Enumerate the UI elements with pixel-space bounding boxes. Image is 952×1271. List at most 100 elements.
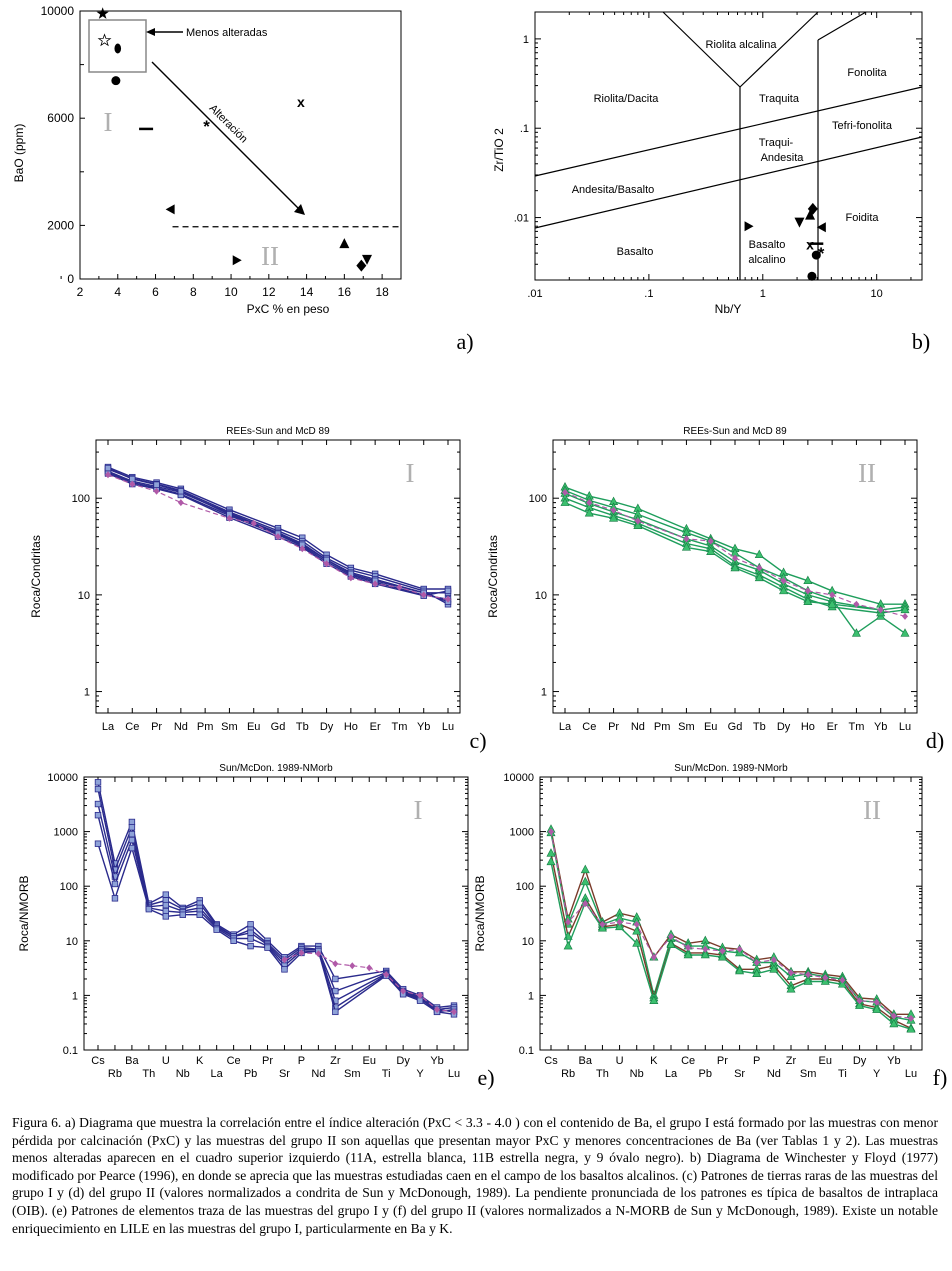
data-point-reference (856, 997, 863, 1005)
data-point-s5 (779, 585, 789, 595)
x-axis-label: PxC % en peso (247, 302, 330, 316)
x-tick-label: Er (370, 721, 381, 733)
field-andesita-basalto: Andesita/Basalto (572, 184, 655, 196)
field-basalto-alcalino-1: Basalto (749, 239, 786, 251)
x-tick-label: Yb (887, 1055, 900, 1067)
x-tick-label: Sm (678, 721, 695, 733)
x-tick-label: Gd (728, 721, 743, 733)
data-point-s3 (632, 926, 642, 935)
boundary-lower (534, 136, 923, 229)
series-line-s2 (564, 489, 906, 635)
x-tick-label: La (559, 721, 572, 733)
data-point-s5 (827, 599, 837, 608)
field-basalto-alcalino-2: alcalino (748, 254, 785, 266)
data-point-reference (565, 918, 572, 926)
series-line-s6 (107, 467, 449, 603)
x-tick-label: Pb (244, 1068, 257, 1080)
field-andesita: Andesita (761, 152, 805, 164)
data-point-tri-up (805, 209, 816, 220)
data-point-reference (129, 480, 136, 488)
x-tick-label: Nd (767, 1068, 781, 1080)
series-line-s3 (107, 470, 448, 594)
alteration-arrowhead (294, 204, 305, 215)
data-point-s4 (162, 907, 170, 915)
field-traqui: Traqui- (759, 137, 794, 149)
plot-frame (534, 11, 923, 281)
data-point-s5 (94, 840, 102, 847)
data-point-reference (226, 514, 233, 522)
group-II-label: II (261, 241, 279, 271)
x-tick-label: U (162, 1055, 170, 1067)
data-point-s4 (546, 856, 556, 866)
y-tick-label: 10000 (47, 772, 78, 784)
field-riolita-dacita: Riolita/Dacita (594, 93, 660, 105)
x-tick-label: Th (142, 1068, 155, 1080)
chart-c: REEs-Sun and McD 89 1 10 100 Roca/Condritas L… (29, 426, 487, 753)
x-tick-label: .1 (644, 288, 653, 300)
boundary-upper (534, 86, 923, 177)
panel-label-a: a) (456, 329, 473, 354)
data-point-s6 (177, 488, 185, 495)
y-tick-label: 1 (528, 990, 534, 1002)
y-tick-label: 0 (67, 272, 74, 286)
plot-frame (539, 776, 923, 1051)
x-tick-label: Nd (311, 1068, 325, 1080)
x-tick-label: Tm (391, 721, 407, 733)
data-point-s4 (717, 952, 727, 961)
data-point-s4 (94, 811, 102, 819)
x-tick-label: Sr (734, 1068, 745, 1080)
data-point-reference (668, 932, 674, 940)
x-tick-label: K (650, 1055, 658, 1067)
series-line-s5 (107, 472, 449, 597)
y-axis-label: Zr/TiO 2 (492, 128, 506, 172)
y-tick-label: .01 (514, 213, 529, 225)
data-point-reference (586, 499, 593, 507)
data-point-reference (275, 533, 281, 541)
chart-f: Sun/McDon. 1989-NMorb 0.1 1 10 100 1000 10000 R… (473, 763, 947, 1090)
data-point-reference (396, 583, 403, 591)
data-point-circle (807, 271, 817, 281)
series-line-s3 (550, 853, 912, 1029)
data-point-reference (349, 962, 356, 970)
x-tick-label: .01 (527, 288, 542, 300)
x-tick-label: Pr (608, 721, 619, 733)
x-tick-label: K (196, 1055, 204, 1067)
x-tick-label: Eu (704, 721, 717, 733)
data-point-s5 (681, 542, 691, 551)
x-tick-label: Nb (630, 1068, 644, 1080)
data-point-reference (902, 612, 908, 620)
data-point-s3 (546, 848, 556, 857)
x-tick-label: Dy (320, 721, 334, 733)
panel-label-b: b) (912, 329, 930, 354)
boundary-phonolite (817, 11, 867, 41)
field-tefri-fonolita: Tefri-fonolita (832, 120, 893, 132)
data-point-s1 (754, 549, 764, 559)
data-point-s1 (128, 818, 136, 826)
x-tick-label: Nd (631, 721, 645, 733)
y-tick-label: .1 (520, 123, 529, 135)
plot-frame (83, 776, 469, 1051)
data-point-diamond (356, 259, 367, 272)
data-point-s4 (700, 949, 710, 959)
x-tick-label: Sm (800, 1068, 817, 1080)
y-tick-label: 10000 (41, 4, 75, 18)
x-tick-label: 4 (114, 285, 121, 299)
y-tick-label: 100 (72, 493, 90, 505)
data-point-s5 (332, 1008, 339, 1016)
x-tick-label: Eu (363, 1055, 376, 1067)
figure-canvas: 2 4 6 8 10 12 14 16 18 0 2000 6000 10000 PxC % en pes… (12, 4, 947, 1090)
data-point-s5 (281, 966, 288, 973)
y-axis-label: Roca/Condritas (486, 535, 500, 618)
x-tick-label: 14 (300, 285, 314, 299)
data-point-s4 (752, 968, 762, 977)
x-tick-label: Pr (151, 721, 162, 733)
group-I-label: I (104, 107, 113, 137)
x-tick-label: 2 (77, 285, 84, 299)
x-tick-label: Dy (396, 1055, 410, 1067)
x-tick-label: Tm (848, 721, 864, 733)
data-point-reference (702, 945, 709, 953)
x-tick-label: Dy (777, 721, 791, 733)
x-tick-label: Ce (227, 1055, 241, 1067)
data-point-open-star (97, 33, 112, 47)
less-altered-label: Menos alteradas (186, 27, 268, 39)
